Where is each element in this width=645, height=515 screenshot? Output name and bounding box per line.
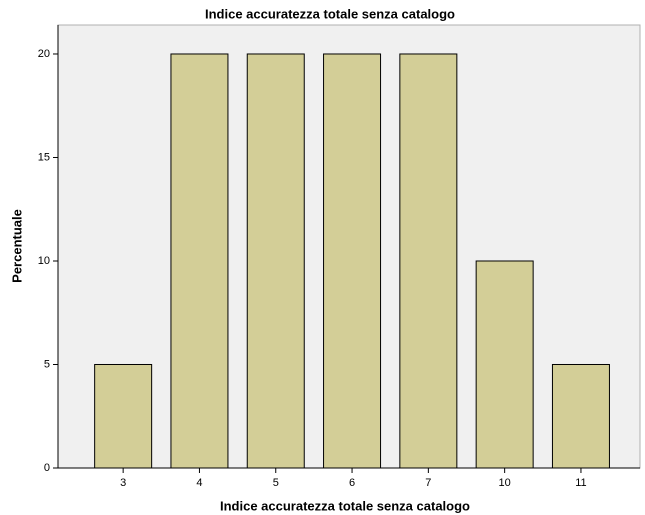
x-tick-label: 10 <box>499 477 511 489</box>
y-tick-label: 20 <box>38 48 50 60</box>
x-tick-label: 6 <box>349 477 355 489</box>
bar <box>323 53 382 469</box>
bar <box>475 260 534 469</box>
y-axis-label: Percentuale <box>9 209 24 283</box>
chart-title: Indice accuratezza totale senza catalogo <box>205 6 455 21</box>
y-tick-label: 15 <box>38 151 50 163</box>
x-tick-label: 7 <box>425 477 431 489</box>
x-tick-label: 3 <box>120 477 126 489</box>
bar <box>551 363 610 469</box>
x-tick-label: 11 <box>575 477 586 489</box>
x-tick-label: 4 <box>196 477 202 489</box>
bar <box>246 53 305 469</box>
y-tick-label: 0 <box>44 462 50 474</box>
x-tick-label: 5 <box>273 477 279 489</box>
bar <box>94 363 153 469</box>
y-tick-label: 10 <box>38 255 50 267</box>
x-axis-label: Indice accuratezza totale senza catalogo <box>220 498 470 513</box>
y-tick-label: 5 <box>44 358 50 370</box>
bar <box>170 53 229 469</box>
bar <box>399 53 458 469</box>
